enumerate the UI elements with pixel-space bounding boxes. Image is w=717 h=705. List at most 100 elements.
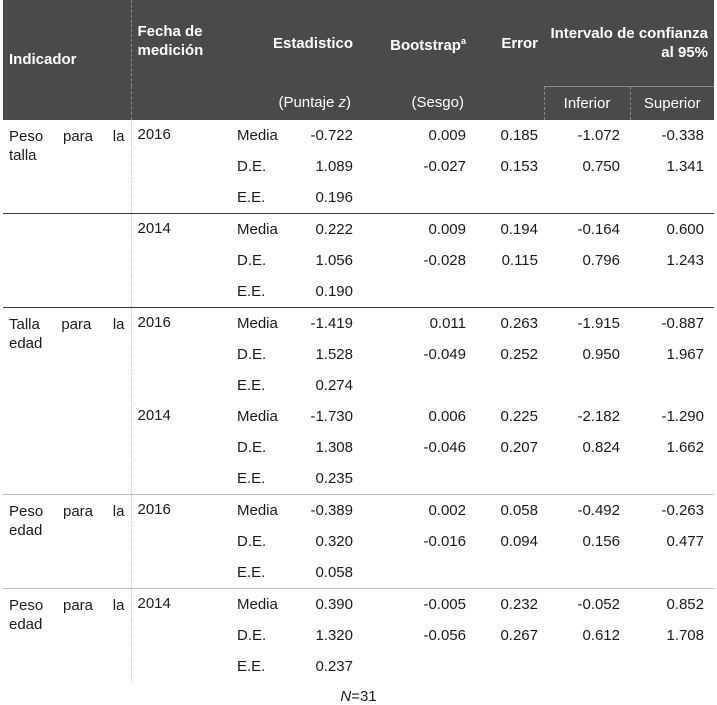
cell-inferior bbox=[544, 276, 630, 308]
cell-error: 0.115 bbox=[501, 251, 538, 269]
cell-value: 0.196 bbox=[315, 188, 353, 206]
cell-value: 1.056 bbox=[315, 251, 353, 269]
cell-value: 0.190 bbox=[315, 282, 353, 300]
cell-value: -0.389 bbox=[289, 493, 359, 526]
table-row: 2014 Media 0.222 0.009 0.194 -0.164 0.600 bbox=[3, 212, 714, 307]
header-error-blank bbox=[472, 86, 544, 120]
table-body: Peso para la talla 2016 Media -0.722 0.009 0.… bbox=[3, 119, 714, 682]
header-bootstrap: Bootstrapa bbox=[359, 0, 472, 86]
cell-inferior: -0.164 bbox=[544, 212, 630, 245]
cell-sesgo bbox=[359, 651, 472, 682]
cell-superior: -0.887 bbox=[630, 306, 714, 339]
cell-error bbox=[472, 463, 544, 495]
cell-sesgo: 0.002 bbox=[359, 493, 472, 526]
cell-inferior: 0.156 bbox=[582, 532, 620, 550]
table-row: D.E. 1.089 -0.027 0.153 0.750 1.341 bbox=[3, 151, 714, 182]
cell-inferior bbox=[544, 557, 630, 589]
cell-superior: -1.290 bbox=[661, 407, 704, 425]
cell-superior bbox=[630, 182, 714, 214]
cell-sesgo: 0.009 bbox=[359, 212, 472, 245]
table-row: D.E. 1.056 -0.028 0.115 0.796 1.243 bbox=[3, 245, 714, 276]
cell-error: 0.094 bbox=[500, 532, 538, 550]
cell-sesgo: -0.049 bbox=[423, 345, 466, 363]
cell-error bbox=[472, 557, 544, 589]
cell-stat: D.E. bbox=[237, 345, 267, 363]
sample-size-note: N=31 bbox=[340, 687, 377, 705]
cell-superior: 0.600 bbox=[630, 212, 714, 245]
cell-superior: 1.341 bbox=[666, 157, 704, 175]
cell-superior: 1.243 bbox=[666, 251, 704, 269]
cell-sesgo bbox=[359, 463, 472, 495]
cell-fecha: 2014 bbox=[131, 587, 231, 682]
cell-stat: D.E. bbox=[237, 626, 267, 644]
cell-error: 0.207 bbox=[500, 438, 538, 456]
table-row: D.E. 1.320 -0.056 0.267 0.612 1.708 bbox=[3, 620, 714, 651]
table-row: D.E. 1.528 -0.049 0.252 0.950 1.967 bbox=[3, 339, 714, 370]
cell-superior: 0.477 bbox=[666, 532, 704, 550]
cell-superior: 1.708 bbox=[666, 626, 704, 644]
statistics-table: Indicador Fecha de medición Estadistico … bbox=[3, 0, 714, 682]
cell-sesgo: -0.028 bbox=[423, 251, 466, 269]
cell-superior bbox=[630, 463, 714, 495]
cell-stat: D.E. bbox=[237, 438, 267, 456]
cell-error: 0.153 bbox=[500, 157, 538, 175]
cell-superior bbox=[630, 370, 714, 401]
cell-value: 0.222 bbox=[289, 212, 359, 245]
cell-value: 0.320 bbox=[315, 532, 353, 550]
cell-sesgo: 0.009 bbox=[428, 126, 466, 144]
cell-superior: 1.967 bbox=[666, 345, 704, 363]
cell-superior: -0.263 bbox=[630, 493, 714, 526]
cell-value: -0.722 bbox=[310, 126, 353, 144]
cell-stat: E.E. bbox=[237, 563, 266, 581]
cell-superior bbox=[630, 651, 714, 682]
cell-sesgo bbox=[359, 370, 472, 401]
table-row: D.E. 0.320 -0.016 0.094 0.156 0.477 bbox=[3, 526, 714, 557]
cell-inferior: -1.915 bbox=[544, 306, 630, 339]
cell-sesgo: -0.046 bbox=[423, 438, 466, 456]
cell-error: 0.194 bbox=[472, 212, 544, 245]
cell-inferior: 0.950 bbox=[582, 345, 620, 363]
cell-inferior: 0.796 bbox=[582, 251, 620, 269]
cell-stat: Media bbox=[231, 212, 289, 245]
cell-indicador: Peso para la edad bbox=[3, 587, 132, 682]
cell-value: 1.528 bbox=[315, 345, 353, 363]
table-row: E.E. 0.058 bbox=[3, 557, 714, 589]
cell-error: 0.252 bbox=[500, 345, 538, 363]
cell-superior bbox=[630, 557, 714, 589]
cell-stat: Media bbox=[231, 493, 289, 526]
cell-error bbox=[472, 182, 544, 214]
cell-error: 0.232 bbox=[472, 587, 544, 620]
cell-error bbox=[472, 651, 544, 682]
table-row: Peso para la edad 2014 Media 0.390 -0.005 0.2… bbox=[3, 587, 714, 682]
cell-stat: E.E. bbox=[237, 469, 266, 487]
cell-indicador: Peso para la edad bbox=[3, 493, 132, 588]
cell-error: 0.185 bbox=[500, 126, 538, 144]
cell-sesgo: 0.011 bbox=[359, 306, 472, 339]
cell-value: 0.235 bbox=[315, 469, 353, 487]
cell-stat: D.E. bbox=[237, 532, 267, 550]
cell-indicador bbox=[3, 400, 132, 494]
table-row: E.E. 0.237 bbox=[3, 651, 714, 682]
table-row: D.E. 1.308 -0.046 0.207 0.824 1.662 bbox=[3, 432, 714, 463]
cell-stat: Media bbox=[237, 126, 278, 144]
cell-value: 0.058 bbox=[315, 563, 353, 581]
cell-inferior bbox=[544, 463, 630, 495]
table-row: Peso para la edad 2016 Media -0.389 0.002 0.0… bbox=[3, 493, 714, 588]
cell-value: -1.730 bbox=[310, 407, 353, 425]
cell-inferior: 0.612 bbox=[582, 626, 620, 644]
cell-inferior: 0.750 bbox=[582, 157, 620, 175]
cell-value: 0.274 bbox=[315, 376, 353, 394]
header-indicador: Indicador bbox=[3, 0, 132, 120]
cell-fecha: 2014 bbox=[137, 406, 171, 424]
cell-sesgo: -0.027 bbox=[423, 157, 466, 175]
cell-sesgo: -0.016 bbox=[423, 532, 466, 550]
cell-value: 0.237 bbox=[315, 657, 353, 675]
cell-stat: D.E. bbox=[237, 157, 267, 175]
cell-error bbox=[472, 370, 544, 401]
cell-sesgo: -0.056 bbox=[423, 626, 466, 644]
cell-fecha: 2016 bbox=[131, 493, 231, 588]
cell-error bbox=[472, 276, 544, 308]
header-sesgo: (Sesgo) bbox=[359, 86, 472, 120]
cell-value: -1.419 bbox=[289, 306, 359, 339]
cell-indicador: Peso para la talla bbox=[3, 119, 132, 213]
